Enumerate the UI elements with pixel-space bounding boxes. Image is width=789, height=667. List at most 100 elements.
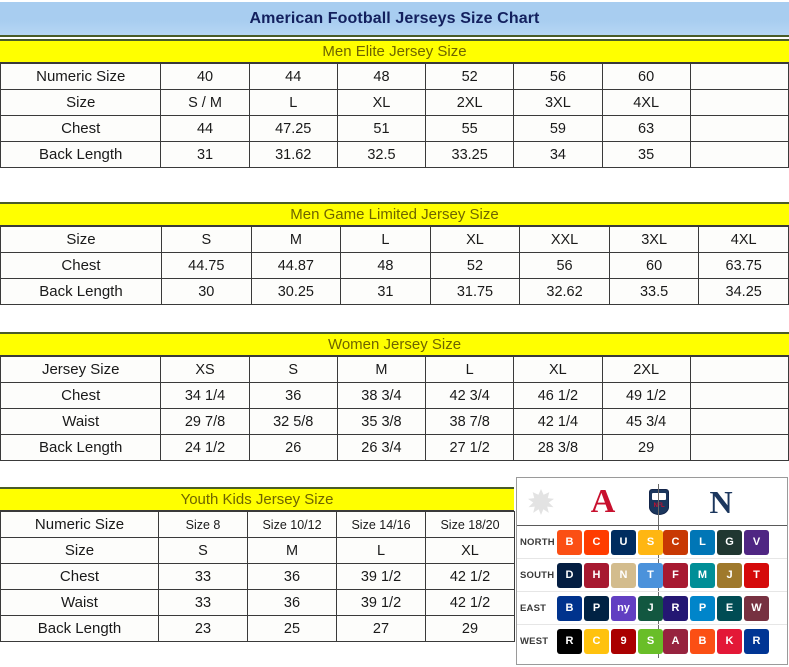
size-table-youth-kids: Numeric Size Size 8 Size 10/12 Size 14/16 Si… [0, 511, 515, 642]
table-cell: 3XL [513, 89, 603, 116]
table-cell: 33 [158, 563, 248, 590]
row-label: Size [0, 537, 159, 564]
table-cell: 56 [513, 63, 603, 90]
table-cell: 31 [160, 141, 250, 168]
team-logo-icon: T [744, 562, 769, 588]
table-cell: Size 18/20 [425, 511, 515, 538]
table-cell: M [247, 537, 337, 564]
nfl-panel-header: A N [517, 478, 787, 526]
team-logo-icon: F [663, 562, 688, 588]
section-title-band-men-game-limited: Men Game Limited Jersey Size [0, 202, 789, 226]
table-cell: 29 [425, 615, 515, 642]
table-cell: 32 5/8 [248, 408, 338, 435]
size-table-women: Jersey Size XS S M L XL 2XL Chest 34 1/4 36 38 3/4… [0, 356, 789, 461]
row-label: Numeric Size [0, 63, 162, 90]
division-row-north: NORTH B C U S C L G V [517, 526, 787, 559]
table-cell: 39 1/2 [336, 589, 426, 616]
table-cell: Size 10/12 [247, 511, 337, 538]
table-cell-empty [689, 89, 789, 116]
section-women: Women Jersey Size Jersey Size XS S M L XL 2XL Ch… [0, 332, 789, 461]
team-logo-icon: N [611, 562, 636, 588]
row-label: Waist [0, 589, 159, 616]
table-cell: 31 [340, 278, 431, 305]
team-logo-icon: B [690, 629, 715, 654]
table-cell: L [248, 89, 338, 116]
team-logo-icon: B [557, 595, 582, 621]
table-cell: XL [425, 537, 515, 564]
starburst-slot [519, 478, 563, 526]
table-cell: 44.75 [161, 252, 252, 279]
team-logo-icon: R [744, 629, 769, 654]
table-row: Chest 34 1/4 36 38 3/4 42 3/4 46 1/2 49 1/2 [0, 382, 789, 409]
table-cell: XL [429, 226, 521, 253]
table-cell: 30 [161, 278, 252, 305]
table-cell: 36 [247, 589, 337, 616]
starburst-icon [528, 489, 554, 515]
row-label: Chest [0, 382, 162, 409]
section-title-men-elite: Men Elite Jersey Size [322, 43, 467, 60]
team-logo-icon: R [557, 629, 582, 654]
division-label: WEST [520, 636, 549, 647]
table-cell: 39 1/2 [336, 563, 426, 590]
table-row: Waist 29 7/8 32 5/8 35 3/8 38 7/8 42 1/4 45 3/… [0, 408, 789, 435]
table-cell: 29 [601, 434, 691, 461]
team-logo-icon: W [744, 595, 769, 621]
page-title-banner: American Football Jerseys Size Chart [0, 2, 789, 37]
table-cell: 33.5 [608, 278, 700, 305]
table-cell: XS [160, 356, 250, 383]
table-cell-empty [689, 356, 789, 383]
table-row: Jersey Size XS S M L XL 2XL [0, 356, 789, 383]
table-cell: 4XL [601, 89, 691, 116]
table-cell: 29 7/8 [160, 408, 250, 435]
table-row: Size S M L XL [0, 537, 515, 564]
conference-divider-body [658, 526, 659, 658]
table-cell: L [336, 537, 426, 564]
team-logo-icon: C [584, 529, 609, 555]
division-label: NORTH [520, 536, 555, 548]
size-table-men-elite: Numeric Size 40 44 48 52 56 60 Size S / M L XL 2XL 3… [0, 63, 789, 168]
table-cell: 63 [601, 115, 691, 142]
table-cell: 30.25 [250, 278, 342, 305]
row-label: Chest [0, 115, 162, 142]
table-cell: 36 [248, 382, 338, 409]
table-cell: S [161, 226, 252, 253]
table-row: Back Length 23 25 27 29 [0, 615, 515, 642]
table-cell: 35 3/8 [336, 408, 427, 435]
team-logo-icon: R [663, 595, 688, 621]
table-cell: 35 [601, 141, 691, 168]
team-logo-icon: C [663, 529, 688, 555]
team-logo-icon: J [717, 562, 742, 588]
table-cell: L [340, 226, 431, 253]
table-cell: 59 [513, 115, 603, 142]
table-cell: 49 1/2 [601, 382, 691, 409]
team-logo-icon: S [638, 529, 663, 555]
table-cell-empty [689, 434, 789, 461]
table-cell: 45 3/4 [601, 408, 691, 435]
table-cell: 48 [336, 63, 427, 90]
row-label: Back Length [0, 141, 162, 168]
row-label: Waist [0, 408, 162, 435]
table-cell: 34.25 [698, 278, 789, 305]
table-cell: 33 [158, 589, 248, 616]
team-logo-icon: A [663, 629, 688, 654]
table-cell: 3XL [608, 226, 700, 253]
table-cell: M [336, 356, 427, 383]
team-logo-icon: K [717, 629, 742, 654]
team-logo-icon: S [638, 629, 663, 654]
table-cell: 60 [608, 252, 700, 279]
row-label: Back Length [0, 434, 162, 461]
row-label: Jersey Size [0, 356, 162, 383]
row-label: Chest [0, 252, 163, 279]
table-row: Back Length 24 1/2 26 26 3/4 27 1/2 28 3/8 29 [0, 434, 789, 461]
table-cell: 51 [336, 115, 427, 142]
conference-divider [658, 484, 659, 525]
table-cell: 44 [160, 115, 250, 142]
table-cell: Size 8 [158, 511, 248, 538]
table-row: Numeric Size Size 8 Size 10/12 Size 14/16 Si… [0, 511, 515, 538]
table-cell: 31.75 [429, 278, 521, 305]
